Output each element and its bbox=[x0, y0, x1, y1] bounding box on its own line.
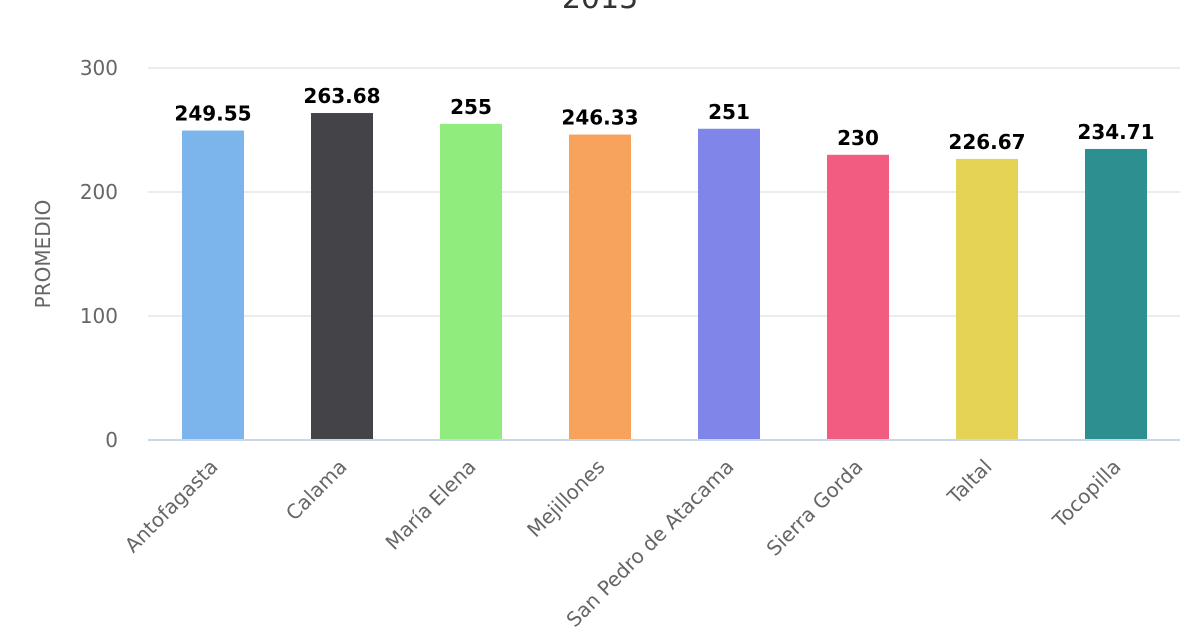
chart-title: 2015 bbox=[562, 0, 638, 16]
bar[interactable] bbox=[182, 130, 244, 441]
bar[interactable] bbox=[956, 158, 1018, 440]
y-tick-label: 200 bbox=[80, 180, 118, 204]
data-labels-layer: 249.55 263.68 255 246.33 251 230 226.67 234.71 bbox=[173, 83, 1156, 156]
x-tick-label: Calama bbox=[281, 455, 352, 526]
bar[interactable] bbox=[1085, 148, 1147, 440]
x-tick-label: Sierra Gorda bbox=[762, 455, 868, 561]
x-tick-label: Tocopilla bbox=[1047, 455, 1125, 533]
x-tick-label: Antofagasta bbox=[120, 455, 223, 558]
y-tick-label: 0 bbox=[105, 428, 118, 452]
data-label: 263.68 bbox=[303, 84, 380, 108]
y-axis-title: PROMEDIO bbox=[31, 200, 55, 309]
y-tick-label: 300 bbox=[80, 56, 118, 80]
bar[interactable] bbox=[440, 123, 502, 441]
x-tick-label: Taltal bbox=[942, 455, 997, 510]
data-label: 234.71 bbox=[1077, 120, 1154, 144]
y-tick-label: 100 bbox=[80, 304, 118, 328]
bar[interactable] bbox=[698, 128, 760, 440]
data-label: 251 bbox=[708, 100, 750, 124]
data-label: 230 bbox=[837, 126, 879, 150]
x-axis: Antofagasta Calama María Elena MejillonesSa… bbox=[120, 439, 1180, 632]
y-axis: 0 100 200 300 bbox=[80, 56, 118, 452]
bars-layer bbox=[182, 113, 1147, 441]
bar[interactable] bbox=[311, 113, 373, 440]
bar[interactable] bbox=[827, 154, 889, 441]
data-label: 255 bbox=[450, 95, 492, 119]
bar[interactable] bbox=[569, 134, 631, 441]
data-label: 249.55 bbox=[174, 102, 251, 126]
x-tick-label: María Elena bbox=[381, 455, 481, 555]
x-tick-label: Mejillones bbox=[522, 455, 609, 542]
data-label: 246.33 bbox=[561, 106, 638, 130]
data-label: 226.67 bbox=[948, 130, 1025, 154]
